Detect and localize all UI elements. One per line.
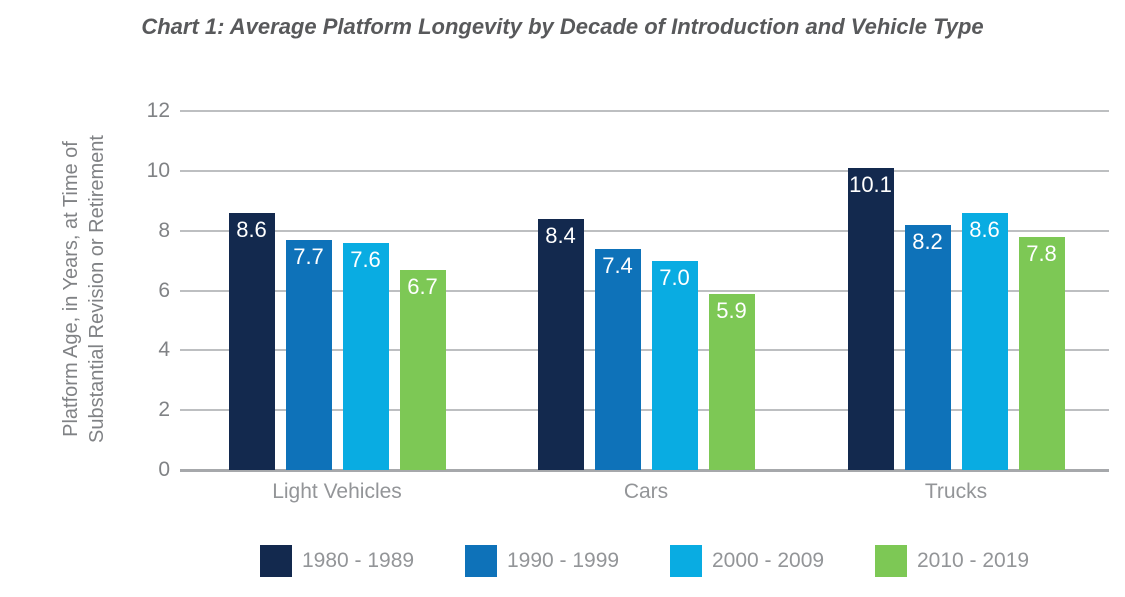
gridline-12 [180, 110, 1109, 113]
y-tick-label-4: 4 [158, 338, 170, 362]
bar-value-label: 7.6 [350, 246, 381, 272]
y-tick-label-12: 12 [146, 99, 170, 123]
chart-title: Chart 1: Average Platform Longevity by D… [141, 14, 984, 39]
bar-value-label: 7.7 [293, 243, 324, 269]
y-tick-label-0: 0 [158, 458, 170, 481]
gridline-10 [180, 170, 1109, 172]
bar-value-label: 7.8 [1026, 240, 1057, 266]
bar-light-vehicles-1980-1989: 8.6 [228, 212, 275, 470]
bar-cars-1980-1989: 8.4 [537, 218, 584, 470]
bar-cars-1990-1999: 7.4 [594, 248, 641, 470]
x-axis-line [180, 469, 1109, 472]
bar-cars-2010-2019: 5.9 [708, 293, 755, 470]
y-axis-label: Platform Age, in Years, at Time of Subst… [58, 49, 110, 529]
y-tick-label-2: 2 [158, 398, 170, 422]
bar-trucks-1980-1989: 10.1 [847, 168, 894, 470]
bar-light-vehicles-1990-1999: 7.7 [285, 239, 332, 470]
legend-label: 1980 - 1989 [302, 549, 415, 572]
bar-value-label: 8.2 [912, 228, 943, 254]
legend-swatch-icon [465, 545, 497, 577]
legend-label: 2010 - 2019 [917, 549, 1030, 572]
gridline-8 [180, 229, 1109, 232]
legend-swatch-icon [670, 545, 702, 577]
bar-value-label: 8.4 [545, 222, 576, 248]
bar-value-label: 7.4 [602, 252, 633, 278]
bar-value-label: 10.1 [849, 172, 892, 197]
y-axis-label-line1: Platform Age, in Years, at Time of [60, 141, 82, 437]
bar-light-vehicles-2010-2019: 6.7 [399, 269, 446, 470]
bar-cars-2000-2009: 7.0 [651, 260, 698, 470]
gridline-2 [180, 409, 1109, 412]
gridline-4 [180, 349, 1109, 352]
legend-swatch-icon [875, 545, 907, 577]
bar-value-label: 5.9 [716, 297, 747, 323]
bar-value-label: 8.6 [236, 216, 267, 242]
category-label-light-vehicles: Light Vehicles [272, 480, 402, 503]
bar-value-label: 8.6 [969, 216, 1000, 242]
legend-swatch-icon [260, 545, 292, 577]
bar-light-vehicles-2000-2009: 7.6 [342, 242, 389, 470]
y-tick-label-6: 6 [158, 278, 170, 302]
y-tick-label-10: 10 [146, 159, 170, 182]
y-tick-label-8: 8 [158, 218, 170, 242]
bar-value-label: 7.0 [659, 264, 690, 290]
legend-label: 2000 - 2009 [712, 549, 825, 572]
category-label-cars: Cars [623, 480, 669, 503]
bar-trucks-2010-2019: 7.8 [1018, 236, 1065, 470]
y-axis-label-line2: Substantial Revision or Retirement [86, 135, 108, 443]
bar-trucks-2000-2009: 8.6 [961, 212, 1008, 470]
gridline-6 [180, 289, 1109, 292]
legend-label: 1990 - 1999 [507, 549, 620, 572]
bar-trucks-1990-1999: 8.2 [904, 224, 951, 470]
category-label-trucks: Trucks [924, 480, 988, 503]
bar-value-label: 6.7 [407, 273, 438, 299]
